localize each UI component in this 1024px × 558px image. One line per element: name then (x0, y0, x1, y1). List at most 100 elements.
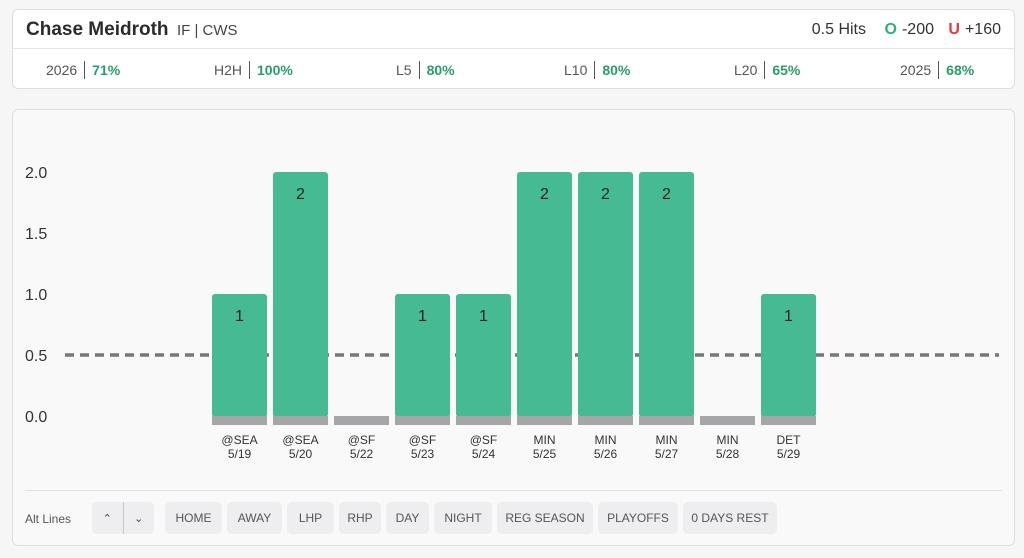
x-tick-date: 5/23 (411, 447, 435, 461)
x-tick-date: 5/29 (777, 447, 801, 461)
stat-2026[interactable]: 2026 71% (46, 61, 120, 79)
hits-bar-chart: 0.00.51.01.52.01@SEA5/192@SEA5/20@SF5/22… (25, 165, 999, 461)
bar-base (761, 416, 816, 425)
x-tick-date: 5/28 (716, 447, 740, 461)
line-occluder (456, 352, 511, 358)
alt-lines-stepper: ⌃ ⌄ (92, 502, 154, 534)
alt-line-up-button[interactable]: ⌃ (92, 502, 123, 534)
filter-rhp-button[interactable]: RHP (339, 502, 381, 534)
stat-divider (938, 61, 940, 79)
over-letter: O (884, 21, 897, 38)
bar-base (456, 416, 511, 425)
player-position-team: IF | CWS (177, 22, 238, 39)
stepper-divider (122, 502, 124, 534)
stat-label: L20 (734, 62, 758, 78)
filter-away-button[interactable]: AWAY (227, 502, 282, 534)
line-occluder (578, 352, 633, 358)
line-occluder (212, 352, 267, 358)
bar-value-label: 1 (784, 308, 793, 325)
stat-h2h[interactable]: H2H 100% (214, 61, 293, 79)
bar-base (578, 416, 633, 425)
stat-divider (594, 61, 596, 79)
bar-base (273, 416, 328, 425)
filter-day-button[interactable]: DAY (386, 502, 429, 534)
stat-label: L10 (564, 62, 588, 78)
filter-rest-days-button[interactable]: 0 DAYS REST (683, 502, 777, 534)
x-tick-date: 5/19 (228, 447, 252, 461)
stat-label: 2026 (46, 62, 78, 78)
bar-base (395, 416, 450, 425)
over-odds[interactable]: O -200 (885, 21, 934, 39)
over-odds-value: -200 (901, 21, 934, 38)
filter-playoffs-button[interactable]: PLAYOFFS (598, 502, 678, 534)
hit-bar (273, 172, 328, 417)
filter-home-button[interactable]: HOME (165, 502, 222, 534)
x-tick-opponent: @SF (470, 433, 498, 447)
filter-bar: Alt Lines ⌃ ⌄ HOME AWAY LHP RHP DAY NIGH… (25, 490, 1002, 547)
bar-value-label: 1 (479, 308, 488, 325)
y-tick-label: 2.0 (25, 165, 47, 182)
y-tick-label: 0.5 (25, 348, 47, 365)
bar-base (517, 416, 572, 425)
under-odds[interactable]: U +160 (948, 21, 1001, 39)
stat-divider (764, 61, 766, 79)
x-tick-date: 5/20 (289, 447, 313, 461)
hit-bar (517, 172, 572, 417)
bar-value-label: 2 (540, 186, 549, 203)
under-letter: U (948, 21, 960, 38)
stat-l5[interactable]: L5 80% (396, 61, 455, 79)
x-tick-date: 5/22 (350, 447, 374, 461)
y-tick-label: 0.0 (25, 409, 47, 426)
bar-base (700, 416, 755, 425)
line-occluder (517, 352, 572, 358)
filter-night-button[interactable]: NIGHT (434, 502, 492, 534)
x-tick-opponent: MIN (656, 433, 678, 447)
line-occluder (761, 352, 816, 358)
x-tick-date: 5/24 (472, 447, 496, 461)
x-tick-opponent: MIN (717, 433, 739, 447)
hit-bar (639, 172, 694, 417)
bar-value-label: 2 (662, 186, 671, 203)
player-row: Chase Meidroth IF | CWS 0.5 Hits O -200 U… (13, 10, 1014, 49)
chevron-up-icon: ⌃ (102, 512, 112, 525)
bar-value-label: 2 (296, 186, 305, 203)
prop-header-card: Chase Meidroth IF | CWS 0.5 Hits O -200 U… (12, 9, 1015, 89)
stat-value: 80% (426, 62, 455, 78)
stat-value: 68% (946, 62, 975, 78)
alt-lines-label: Alt Lines (25, 512, 72, 526)
player-name: Chase Meidroth (26, 19, 169, 40)
y-tick-label: 1.5 (25, 226, 47, 243)
stat-divider (84, 61, 86, 79)
stat-value: 80% (602, 62, 631, 78)
line-occluder (639, 352, 694, 358)
x-tick-opponent: @SEA (282, 433, 318, 447)
x-tick-opponent: @SF (348, 433, 376, 447)
filter-reg-season-button[interactable]: REG SEASON (497, 502, 593, 534)
stat-2025[interactable]: 2025 68% (900, 61, 974, 79)
filter-lhp-button[interactable]: LHP (287, 502, 334, 534)
stat-value: 65% (772, 62, 801, 78)
under-odds-value: +160 (964, 21, 1001, 38)
x-tick-date: 5/25 (533, 447, 557, 461)
bar-base (639, 416, 694, 425)
stat-divider (249, 61, 251, 79)
stat-label: L5 (396, 62, 412, 78)
bar-value-label: 2 (601, 186, 610, 203)
alt-line-down-button[interactable]: ⌄ (124, 502, 155, 534)
x-tick-opponent: DET (777, 433, 802, 447)
x-tick-date: 5/26 (594, 447, 618, 461)
stat-l20[interactable]: L20 65% (734, 61, 800, 79)
stat-l10[interactable]: L10 80% (564, 61, 630, 79)
x-tick-date: 5/27 (655, 447, 679, 461)
stat-value: 71% (92, 62, 121, 78)
x-tick-opponent: MIN (534, 433, 556, 447)
bar-value-label: 1 (418, 308, 427, 325)
x-tick-opponent: MIN (595, 433, 617, 447)
bar-value-label: 1 (235, 308, 244, 325)
hit-rate-stats: 2026 71% H2H 100% L5 80% L10 80% L20 65% 2025… (13, 50, 1014, 90)
line-occluder (395, 352, 450, 358)
chevron-down-icon: ⌄ (134, 512, 144, 525)
hit-bar (578, 172, 633, 417)
bar-base (212, 416, 267, 425)
bar-base (334, 416, 389, 425)
